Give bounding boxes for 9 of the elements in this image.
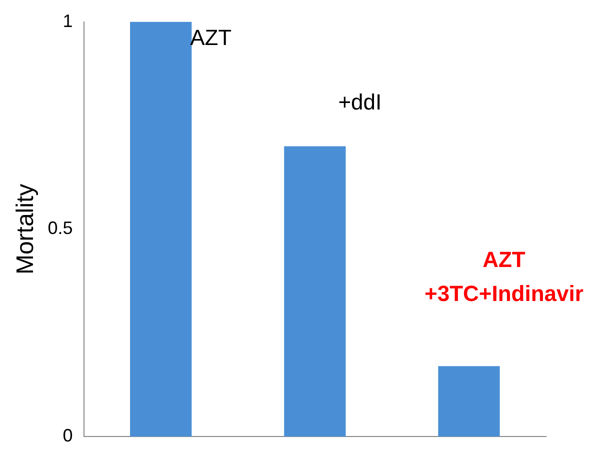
bar	[130, 22, 192, 437]
bar	[284, 146, 346, 437]
annotation: AZT +3TC+Indinavir	[424, 247, 584, 306]
y-tick-label: 1	[62, 10, 73, 31]
y-tick-label: 0	[62, 426, 73, 446]
bar	[438, 366, 500, 437]
annotation: +ddI	[338, 89, 382, 114]
y-tick-label: 0.5	[48, 218, 73, 238]
y-axis-title: Mortality	[12, 184, 40, 275]
